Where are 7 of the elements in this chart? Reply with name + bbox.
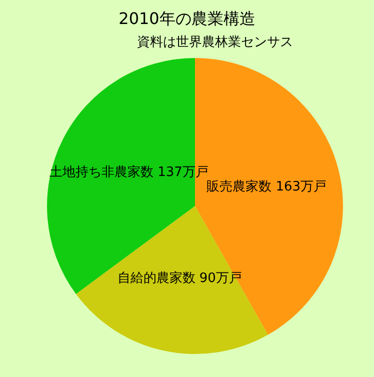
slice-label: 販売農家数 163万戸 bbox=[206, 178, 327, 195]
slice-label: 自給的農家数 90万戸 bbox=[117, 270, 242, 286]
chart-title: 2010年の農業構造 bbox=[118, 9, 256, 28]
pie-slice bbox=[195, 58, 343, 335]
pie-slice bbox=[76, 206, 268, 354]
pie-slice bbox=[47, 58, 195, 294]
chart-subtitle: 資料は世界農林業センサス bbox=[137, 35, 293, 50]
